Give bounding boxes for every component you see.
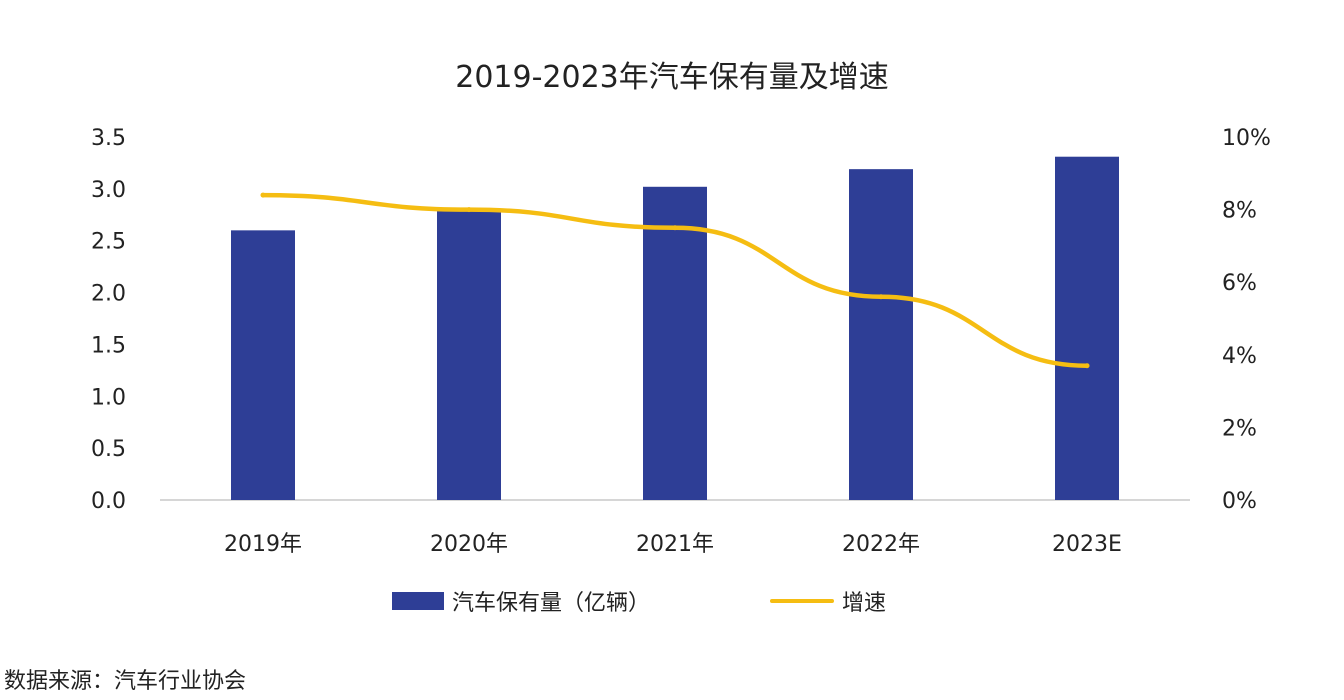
legend-line-swatch [770,599,834,603]
legend: 汽车保有量（亿辆） 增速 [0,585,1344,617]
y-left-tick-label: 2.5 [91,230,126,255]
bar-2020年 [437,208,501,500]
y-right-tick-label: 2% [1222,416,1257,441]
x-tick-label: 2020年 [430,532,508,557]
bar-2022年 [849,169,913,500]
y-left-tick-label: 1.5 [91,333,126,358]
growth-rate-point-2023E [1084,363,1090,369]
x-tick-label: 2019年 [224,532,302,557]
y-right-tick-label: 4% [1222,344,1257,369]
y-left-tick-label: 0.5 [91,437,126,462]
x-tick-label: 2022年 [842,532,920,557]
legend-label-line: 增速 [842,591,887,616]
y-left-tick-label: 2.0 [91,282,126,307]
x-tick-label: 2023E [1052,532,1122,557]
bar-2023E [1055,156,1119,500]
growth-rate-point-2019年 [260,192,266,198]
y-right-tick-label: 6% [1222,271,1257,296]
source-note: 数据来源：汽车行业协会 [4,669,247,694]
legend-item-line: 增速 [770,585,886,617]
y-right-tick-label: 10% [1222,126,1271,151]
y-left-tick-label: 0.0 [91,489,126,514]
bar-2019年 [231,230,295,501]
chart-title: 2019-2023年汽车保有量及增速 [455,60,889,95]
legend-label-bar: 汽车保有量（亿辆） [452,591,651,616]
growth-rate-point-2021年 [672,225,678,231]
x-tick-label: 2021年 [636,532,714,557]
bar-2021年 [643,186,707,501]
growth-rate-line [260,192,1090,368]
y-right-tick-label: 8% [1222,199,1257,224]
legend-item-bar: 汽车保有量（亿辆） [392,585,650,617]
legend-bar-swatch [392,592,444,610]
y-left-tick-label: 3.0 [91,178,126,203]
y-left-tick-label: 1.0 [91,385,126,410]
growth-rate-point-2020年 [466,207,472,213]
y-left-tick-label: 3.5 [91,126,126,151]
growth-rate-point-2022年 [878,294,884,300]
y-right-tick-label: 0% [1222,489,1257,514]
